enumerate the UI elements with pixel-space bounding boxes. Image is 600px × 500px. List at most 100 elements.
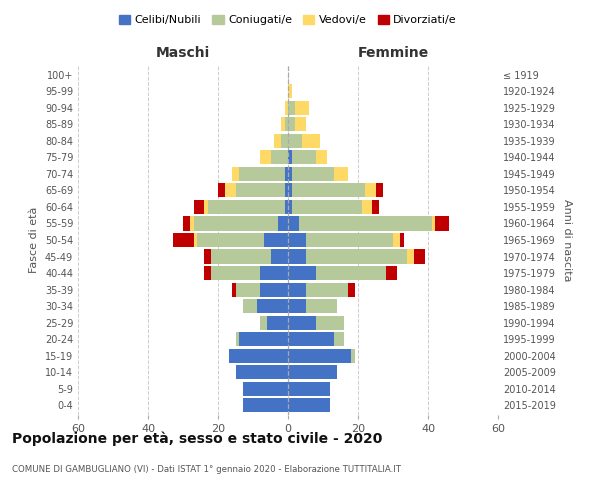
Bar	[288, 134, 302, 148]
Bar	[263, 233, 288, 247]
Bar	[239, 167, 284, 181]
Bar	[284, 167, 288, 181]
Bar	[288, 250, 305, 264]
Bar	[295, 118, 305, 132]
Bar	[386, 266, 397, 280]
Bar	[242, 398, 288, 412]
Bar	[260, 282, 288, 296]
Bar	[193, 216, 277, 230]
Bar	[431, 216, 435, 230]
Bar	[232, 282, 235, 296]
Bar	[204, 200, 208, 214]
Bar	[288, 282, 305, 296]
Bar	[235, 282, 260, 296]
Bar	[288, 299, 305, 313]
Bar	[316, 266, 386, 280]
Bar	[260, 316, 267, 330]
Bar	[288, 348, 351, 362]
Bar	[235, 365, 288, 379]
Text: COMUNE DI GAMBUGLIANO (VI) - Dati ISTAT 1° gennaio 2020 - Elaborazione TUTTITALI: COMUNE DI GAMBUGLIANO (VI) - Dati ISTAT …	[12, 466, 401, 474]
Bar	[288, 398, 330, 412]
Bar	[288, 382, 330, 396]
Bar	[334, 167, 347, 181]
Bar	[284, 184, 288, 198]
Bar	[284, 200, 288, 214]
Bar	[316, 150, 326, 164]
Text: Maschi: Maschi	[156, 46, 210, 60]
Bar	[288, 216, 299, 230]
Bar	[235, 332, 239, 346]
Bar	[267, 316, 288, 330]
Y-axis label: Anni di nascita: Anni di nascita	[562, 198, 572, 281]
Bar	[400, 233, 404, 247]
Bar	[288, 101, 295, 115]
Bar	[197, 233, 263, 247]
Bar	[271, 150, 288, 164]
Bar	[183, 216, 190, 230]
Bar	[288, 266, 316, 280]
Bar	[193, 233, 197, 247]
Bar	[260, 266, 288, 280]
Legend: Celibi/Nubili, Coniugati/e, Vedovi/e, Divorziati/e: Celibi/Nubili, Coniugati/e, Vedovi/e, Di…	[115, 10, 461, 30]
Bar	[365, 184, 376, 198]
Bar	[302, 134, 320, 148]
Bar	[316, 316, 344, 330]
Bar	[393, 233, 400, 247]
Bar	[204, 250, 211, 264]
Bar	[376, 184, 383, 198]
Bar	[292, 184, 365, 198]
Bar	[284, 118, 288, 132]
Bar	[334, 332, 344, 346]
Bar	[305, 299, 337, 313]
Bar	[257, 299, 288, 313]
Bar	[295, 101, 309, 115]
Bar	[232, 167, 239, 181]
Bar	[277, 216, 288, 230]
Bar	[271, 250, 288, 264]
Bar	[407, 250, 414, 264]
Bar	[260, 150, 271, 164]
Bar	[361, 200, 372, 214]
Bar	[288, 167, 292, 181]
Bar	[351, 348, 355, 362]
Bar	[239, 332, 288, 346]
Bar	[281, 118, 284, 132]
Bar	[288, 316, 316, 330]
Bar	[274, 134, 281, 148]
Bar	[208, 200, 284, 214]
Bar	[435, 216, 449, 230]
Text: Popolazione per età, sesso e stato civile - 2020: Popolazione per età, sesso e stato civil…	[12, 431, 382, 446]
Bar	[288, 118, 295, 132]
Bar	[225, 184, 235, 198]
Bar	[305, 250, 407, 264]
Bar	[305, 233, 393, 247]
Bar	[288, 84, 292, 98]
Bar	[218, 184, 225, 198]
Bar	[284, 101, 288, 115]
Bar	[414, 250, 425, 264]
Bar	[288, 184, 292, 198]
Bar	[292, 167, 334, 181]
Bar	[211, 266, 260, 280]
Bar	[305, 282, 347, 296]
Y-axis label: Fasce di età: Fasce di età	[29, 207, 39, 273]
Bar	[288, 200, 292, 214]
Bar	[288, 365, 337, 379]
Bar	[299, 216, 431, 230]
Bar	[235, 184, 284, 198]
Bar	[372, 200, 379, 214]
Bar	[211, 250, 271, 264]
Bar	[229, 348, 288, 362]
Bar	[281, 134, 288, 148]
Bar	[288, 233, 305, 247]
Bar	[347, 282, 355, 296]
Text: Femmine: Femmine	[358, 46, 428, 60]
Bar	[288, 332, 334, 346]
Bar	[292, 150, 316, 164]
Bar	[242, 299, 257, 313]
Bar	[292, 200, 361, 214]
Bar	[173, 233, 193, 247]
Bar	[193, 200, 204, 214]
Bar	[288, 150, 292, 164]
Bar	[204, 266, 211, 280]
